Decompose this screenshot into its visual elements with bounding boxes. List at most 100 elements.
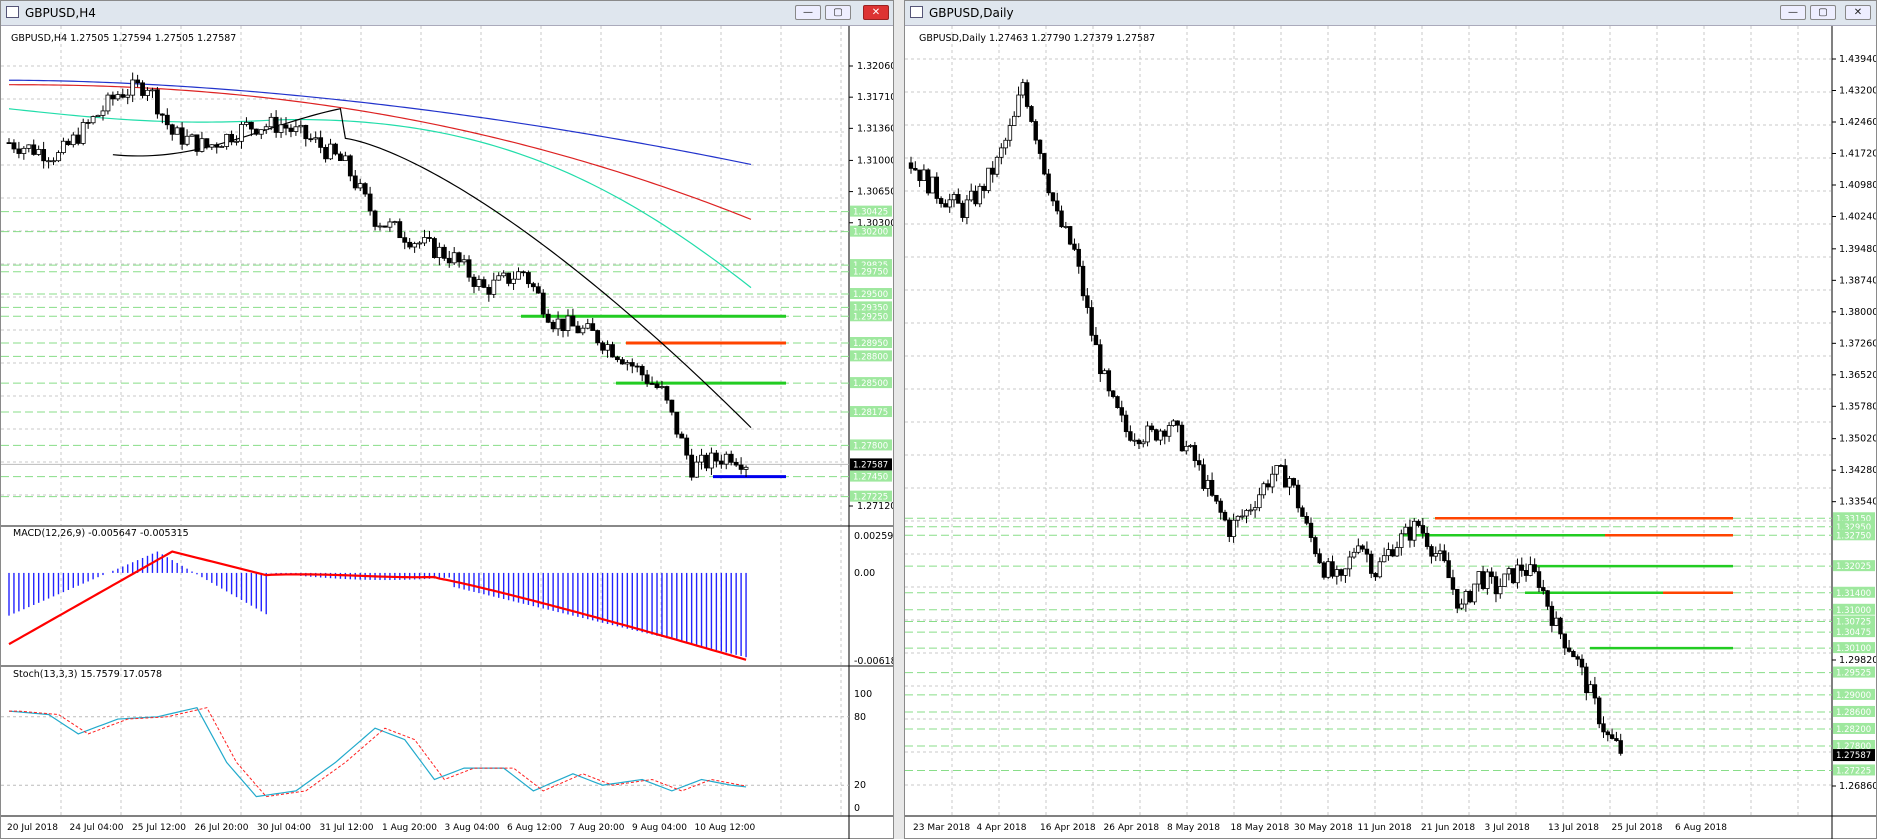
- bear-candle: [1080, 265, 1086, 297]
- minimize-icon[interactable]: —: [1780, 5, 1806, 20]
- level-tag: [850, 470, 892, 482]
- bear-candle: [1162, 430, 1167, 437]
- bear-candle: [11, 142, 17, 150]
- daily-chart-window[interactable]: GBPUSD,Daily — ▢ ✕ 1.43940 1.43200 1.42460…: [904, 0, 1877, 839]
- bull-candle: [115, 94, 121, 100]
- level-label: 1.30725: [1836, 617, 1871, 627]
- bear-candle: [1558, 617, 1563, 635]
- time-scale: 20 Jul 2018 24 Jul 04:00 25 Jul 12:00 26 Ju…: [7, 823, 755, 833]
- level-tag: [850, 265, 892, 277]
- bull-candle: [36, 149, 42, 155]
- bull-candle: [422, 237, 427, 244]
- maximize-icon[interactable]: ▢: [825, 5, 851, 20]
- bear-candle: [1390, 549, 1395, 557]
- bull-candle: [723, 453, 729, 465]
- bear-candle: [728, 453, 734, 463]
- price-label: 1.26860: [1839, 781, 1876, 792]
- bear-candle: [16, 148, 22, 154]
- minimize-icon[interactable]: —: [795, 5, 821, 20]
- bull-candle: [476, 279, 482, 287]
- bull-candle: [357, 183, 363, 189]
- level-label: 1.30100: [1836, 644, 1871, 654]
- title-bar[interactable]: GBPUSD,Daily — ▢ ✕: [905, 1, 1876, 26]
- macd-scale-label: -0.006184: [854, 656, 893, 667]
- h4-chart-window[interactable]: GBPUSD,H4 — ▢ ✕ 0.002592 0.00 -0.006184 10…: [0, 0, 894, 839]
- bull-candle: [417, 242, 422, 245]
- bear-candle: [194, 134, 200, 152]
- bear-candle: [273, 116, 279, 133]
- close-icon[interactable]: ✕: [1845, 5, 1871, 20]
- bear-candle: [535, 286, 541, 294]
- bear-candle: [1429, 546, 1434, 557]
- level-label: 1.27225: [1836, 766, 1871, 776]
- bull-candle: [1145, 425, 1150, 443]
- bear-candle: [159, 113, 165, 116]
- bear-candle: [629, 362, 635, 367]
- bear-candle: [1566, 647, 1572, 652]
- bull-candle: [969, 190, 974, 201]
- time-label: 9 Aug 04:00: [632, 823, 687, 833]
- bear-candle: [1321, 562, 1327, 578]
- bear-candle: [1369, 553, 1374, 574]
- bull-candle: [743, 466, 749, 470]
- level-tag: [1833, 520, 1875, 532]
- bear-candle: [973, 190, 978, 205]
- bear-candle: [1024, 82, 1030, 107]
- ma-teal-line: [8, 108, 752, 289]
- bear-candle: [1283, 465, 1288, 488]
- level-label: 1.27450: [853, 473, 888, 483]
- time-label: 26 Apr 2018: [1104, 823, 1160, 833]
- level-tag: [850, 205, 892, 217]
- bear-candle: [471, 276, 477, 287]
- bear-candle: [1545, 590, 1550, 607]
- bear-candle: [347, 155, 353, 177]
- bear-candle: [917, 169, 922, 181]
- maximize-icon[interactable]: ▢: [1810, 5, 1836, 20]
- level-label: 1.33150: [1836, 514, 1871, 524]
- level-label: 1.30425: [853, 208, 888, 218]
- bear-candle: [913, 167, 918, 171]
- chart-header: GBPUSD,Daily 1.27463 1.27790 1.27379 1.2…: [919, 33, 1155, 44]
- current-price-tag: [1833, 749, 1875, 762]
- bear-candle: [926, 169, 931, 194]
- daily-chart-canvas[interactable]: 1.43940 1.43200 1.42460 1.41720 1.40980 1.402…: [905, 26, 1876, 839]
- bull-candle: [580, 327, 586, 334]
- bear-candle: [1450, 577, 1456, 590]
- price-scale: 1.43940 1.43200 1.42460 1.41720 1.40980 1.402…: [1832, 54, 1876, 792]
- title-bar[interactable]: GBPUSD,H4 — ▢ ✕: [1, 1, 893, 26]
- bull-candle: [1437, 550, 1443, 554]
- bear-candle: [1519, 564, 1524, 571]
- stochastic-pane: 100 80 20 0: [1, 689, 872, 814]
- bear-candle: [1050, 192, 1056, 202]
- bull-candle: [1261, 483, 1266, 496]
- time-label: 4 Apr 2018: [977, 823, 1027, 833]
- bear-candle: [684, 437, 690, 456]
- close-icon[interactable]: ✕: [863, 5, 889, 20]
- bear-candle: [1455, 588, 1460, 609]
- bull-candle: [184, 135, 190, 145]
- bear-candle: [1596, 697, 1602, 725]
- bear-candle: [1446, 560, 1451, 579]
- bull-candle: [1459, 603, 1464, 609]
- bear-candle: [1037, 139, 1043, 154]
- bull-candle: [1334, 569, 1340, 577]
- price-label: 1.39480: [1839, 244, 1876, 255]
- chart-window-icon: [6, 6, 19, 18]
- bull-candle: [1132, 439, 1137, 442]
- horizontal-levels: [1, 211, 849, 498]
- chart-window-icon: [910, 6, 923, 18]
- level-label: 1.28800: [853, 352, 888, 362]
- current-price-label: 1.27587: [1836, 751, 1871, 761]
- price-label: 1.30650: [857, 187, 893, 198]
- bear-candle: [674, 411, 680, 435]
- bear-candle: [283, 124, 289, 129]
- bear-candle: [1584, 666, 1589, 694]
- time-label: 11 Jun 2018: [1358, 823, 1412, 833]
- level-label: 1.30200: [853, 228, 888, 238]
- level-label: 1.27800: [1836, 742, 1871, 752]
- bull-candle: [1205, 479, 1210, 489]
- price-label: 1.37260: [1839, 338, 1876, 349]
- bear-candle: [530, 283, 536, 288]
- bull-candle: [21, 147, 27, 154]
